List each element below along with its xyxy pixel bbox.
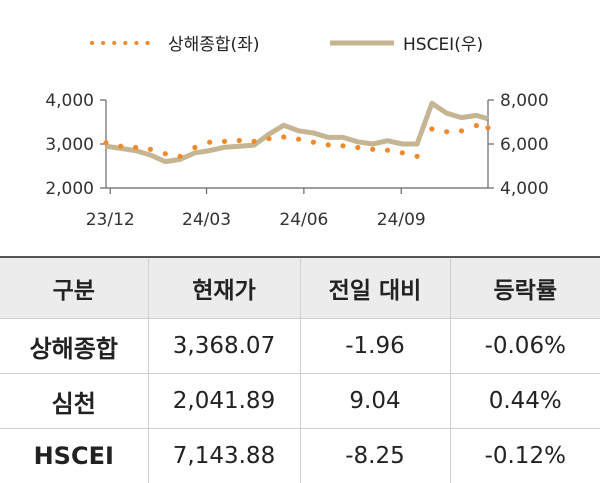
x-axis-tick-label: 24/09 [377,210,426,230]
right-axis-tick-label: 8,000 [500,91,549,111]
shanghai-data-point [178,154,183,159]
row-current-price: 3,368.07 [148,319,300,374]
legend-label-shanghai: 상해종합(좌) [168,35,259,55]
row-change: -1.96 [300,319,450,374]
shanghai-data-point [400,150,405,155]
row-name: 심천 [0,374,148,429]
shanghai-data-point [237,138,242,143]
row-change-rate: -0.06% [450,319,600,374]
chart-legend: 상해종합(좌) HSCEI(우) [92,35,483,55]
header-change: 전일 대비 [300,257,450,319]
legend-label-hscei: HSCEI(우) [403,35,483,55]
row-change: -8.25 [300,429,450,483]
table-row: HSCEI 7,143.88 -8.25 -0.12% [0,429,600,483]
left-axis-tick-label: 3,000 [45,135,94,155]
row-name: 상해종합 [0,319,148,374]
shanghai-data-point [474,123,479,128]
shanghai-data-point [444,129,449,134]
shanghai-data-point [207,140,212,145]
x-axis-tick-label: 23/12 [86,210,135,230]
shanghai-data-point [266,136,271,141]
row-current-price: 7,143.88 [148,429,300,483]
shanghai-data-point [485,125,490,130]
shanghai-data-point [326,142,331,147]
shanghai-data-point [252,139,257,144]
index-quote-table: 구분 현재가 전일 대비 등락률 상해종합 3,368.07 -1.96 -0.… [0,256,600,483]
shanghai-data-point [340,143,345,148]
shanghai-data-point [355,145,360,150]
row-change-rate: 0.44% [450,374,600,429]
x-axis-tick-label: 24/03 [182,210,231,230]
shanghai-data-point [296,137,301,142]
shanghai-data-point [133,145,138,150]
shanghai-data-point [459,128,464,133]
header-change-rate: 등락률 [450,257,600,319]
row-current-price: 2,041.89 [148,374,300,429]
table-row: 심천 2,041.89 9.04 0.44% [0,374,600,429]
header-current-price: 현재가 [148,257,300,319]
x-axis-tick-label: 24/06 [279,210,328,230]
right-axis-tick-label: 4,000 [500,179,549,199]
left-axis-tick-label: 2,000 [45,179,94,199]
header-category: 구분 [0,257,148,319]
row-name: HSCEI [0,429,148,483]
shanghai-data-point [385,148,390,153]
table-row: 상해종합 3,368.07 -1.96 -0.06% [0,319,600,374]
shanghai-data-point [103,140,108,145]
right-axis-tick-label: 6,000 [500,135,549,155]
shanghai-data-point [222,139,227,144]
row-change-rate: -0.12% [450,429,600,483]
table-header-row: 구분 현재가 전일 대비 등락률 [0,257,600,319]
shanghai-data-point [118,144,123,149]
shanghai-data-point [148,147,153,152]
shanghai-data-point [311,140,316,145]
index-line-chart: 상해종합(좌) HSCEI(우) 2,000 3,000 4,000 4,000 6,0… [0,0,600,255]
shanghai-data-point [429,126,434,131]
shanghai-data-point [415,154,420,159]
shanghai-data-point [281,134,286,139]
row-change: 9.04 [300,374,450,429]
left-axis-tick-label: 4,000 [45,91,94,111]
shanghai-data-point [163,151,168,156]
shanghai-data-point [370,147,375,152]
shanghai-data-point [192,145,197,150]
